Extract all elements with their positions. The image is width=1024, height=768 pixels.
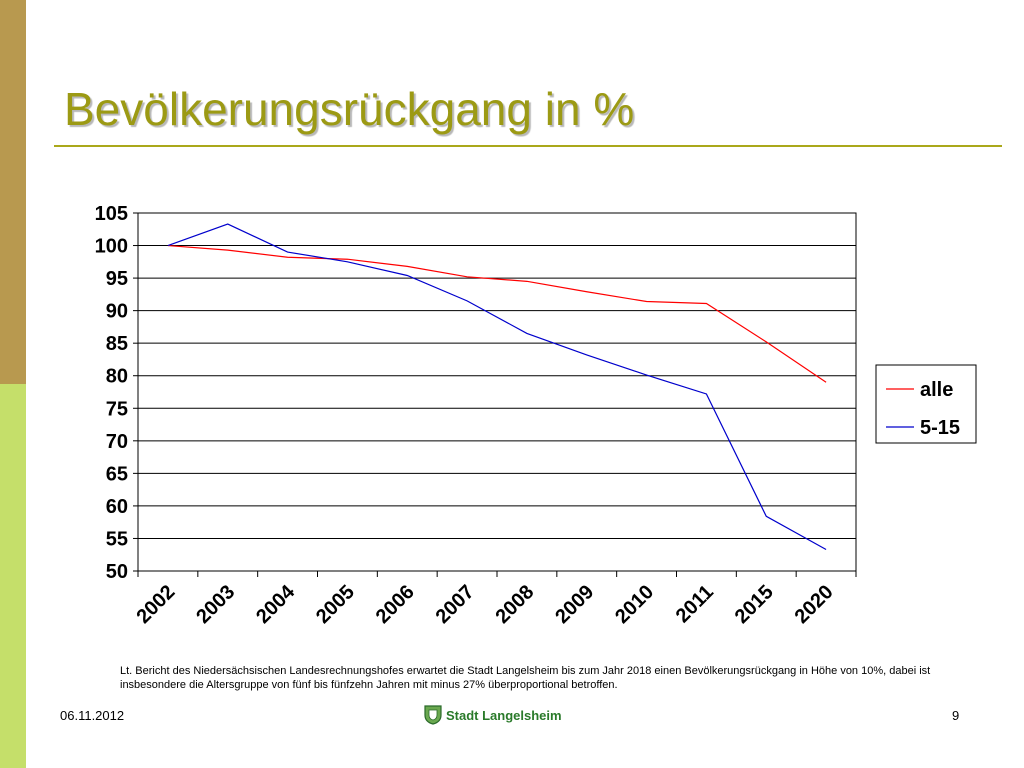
- x-tick-label: 2020: [791, 581, 838, 628]
- grid-lines: [138, 212, 856, 572]
- coat-of-arms-icon: [424, 705, 442, 725]
- x-tick-label: 2007: [432, 581, 479, 628]
- x-tick-label: 2015: [731, 581, 778, 628]
- page-number: 9: [952, 708, 960, 723]
- x-tick-label: 2006: [372, 581, 419, 628]
- x-tick-label: 2009: [551, 581, 598, 628]
- y-tick-label: 55: [106, 528, 128, 550]
- plot-area: [137, 212, 857, 572]
- slide-title: Bevölkerungsrückgang in %: [64, 83, 635, 135]
- x-tick-label: 2008: [491, 581, 538, 628]
- x-tick-label: 2002: [132, 581, 179, 628]
- x-tick-label: 2011: [672, 581, 718, 627]
- series-line-5-15: [167, 223, 827, 551]
- x-tick-label: 2004: [252, 580, 300, 628]
- legend-label: alle: [920, 379, 953, 401]
- y-tick-label: 50: [106, 561, 128, 583]
- series-line-alle: [167, 244, 827, 383]
- y-tick-label: 80: [106, 366, 128, 388]
- y-tick-label: 90: [106, 301, 128, 323]
- decorative-band-top: [0, 0, 26, 384]
- series-lines: [167, 223, 827, 551]
- decorative-band-bottom: [0, 384, 26, 768]
- legend-box: [875, 364, 977, 444]
- legend-label: 5-15: [920, 417, 960, 439]
- y-tick-label: 60: [106, 496, 128, 518]
- y-tick-label: 75: [106, 398, 128, 420]
- y-tick-label: 70: [106, 431, 128, 453]
- y-tick-label: 100: [95, 236, 128, 258]
- x-tick-label: 2010: [611, 581, 658, 628]
- legend: alle 5-15: [875, 364, 977, 444]
- x-axis: 2002 2003 2004 2005 2006 2007 2008 2009 2010 2011…: [132, 571, 857, 628]
- footer-brand-text: Stadt Langelsheim: [446, 707, 562, 723]
- x-tick-label: 2005: [312, 581, 359, 628]
- y-tick-label: 95: [106, 268, 128, 290]
- caption-text: Lt. Bericht des Niedersächsischen Landes…: [120, 665, 931, 691]
- y-tick-label: 85: [106, 333, 128, 355]
- x-tick-label: 2003: [192, 581, 239, 628]
- y-tick-label: 65: [106, 463, 128, 485]
- footer-date: 06.11.2012: [60, 708, 125, 723]
- title-underline: [54, 145, 1002, 147]
- y-tick-label: 105: [95, 203, 128, 225]
- y-axis: 50 55 60 65 70 75 80 85 90 95 100 105: [95, 203, 138, 583]
- footer-brand: Stadt Langelsheim: [424, 705, 562, 725]
